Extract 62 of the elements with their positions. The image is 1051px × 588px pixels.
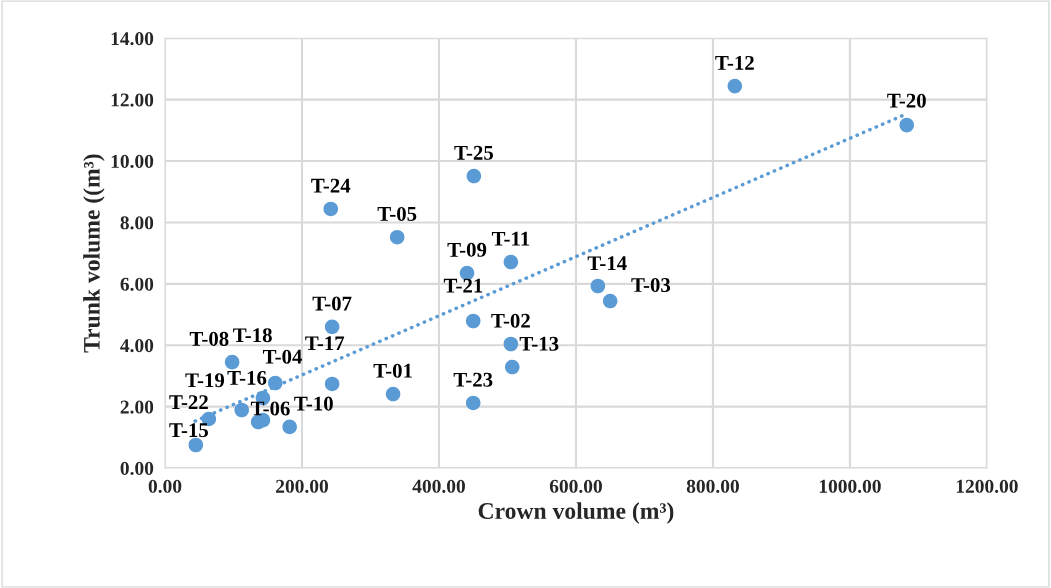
x-tick-label: 1000.00 xyxy=(819,479,881,493)
data-label: T-17 xyxy=(305,336,345,351)
data-label: T-16 xyxy=(227,370,267,385)
point xyxy=(282,419,297,435)
point xyxy=(389,229,405,245)
y-tick-label: 6.00 xyxy=(120,277,154,291)
data-label: T-06 xyxy=(250,401,290,416)
data-label: T-21 xyxy=(443,278,483,293)
point xyxy=(385,386,401,402)
data-label: T-18 xyxy=(233,328,272,343)
point xyxy=(602,293,618,309)
point xyxy=(465,313,481,329)
y-tick-label: 0.00 xyxy=(120,461,154,476)
x-tick-label: 200.00 xyxy=(276,479,328,493)
data-label: T-01 xyxy=(373,363,412,378)
y-tick-label: 2.00 xyxy=(120,400,154,414)
data-label: T-14 xyxy=(587,256,627,271)
y-tick-label: 10.00 xyxy=(111,154,154,169)
point xyxy=(503,254,519,270)
point xyxy=(324,319,340,335)
y-tick-label: 8.00 xyxy=(120,216,154,230)
x-tick-label: 0.00 xyxy=(148,479,182,493)
data-label: T-10 xyxy=(294,396,333,411)
data-label: T-19 xyxy=(185,373,225,388)
data-label: T-11 xyxy=(491,231,530,246)
data-label: T-12 xyxy=(715,55,754,70)
data-label: T-13 xyxy=(519,336,559,351)
x-tick-label: 400.00 xyxy=(412,479,465,493)
x-tick-label: 1200.00 xyxy=(956,479,1018,493)
data-label: T-20 xyxy=(887,93,926,108)
y-tick-label: 14.00 xyxy=(111,32,154,46)
point xyxy=(727,78,743,94)
point xyxy=(466,168,482,184)
data-label: T-15 xyxy=(169,423,208,438)
data-label: T-02 xyxy=(491,313,530,328)
data-label: T-25 xyxy=(454,145,494,160)
data-label: T-07 xyxy=(312,296,352,311)
data-label: T-09 xyxy=(447,242,487,257)
data-label: T-08 xyxy=(189,331,229,346)
point xyxy=(323,201,339,217)
point xyxy=(188,437,204,453)
point xyxy=(590,278,606,294)
x-tick-label: 600.00 xyxy=(549,479,602,493)
y-axis-title: Trunk volume ((m³) xyxy=(83,154,105,353)
data-label: T-22 xyxy=(169,395,208,409)
data-label: T-04 xyxy=(262,349,303,364)
point xyxy=(503,336,519,352)
data-label: T-03 xyxy=(631,278,671,293)
point xyxy=(267,375,283,391)
point xyxy=(224,354,240,370)
data-label: T-05 xyxy=(377,206,417,221)
point xyxy=(234,402,249,418)
point xyxy=(324,376,340,392)
x-tick-label: 800.00 xyxy=(686,479,739,493)
y-tick-label: 12.00 xyxy=(111,93,154,107)
data-label: T-24 xyxy=(311,178,351,193)
point xyxy=(465,395,481,411)
point xyxy=(504,359,520,375)
data-label: T-23 xyxy=(453,372,493,387)
x-axis-title: Crown volume (m³) xyxy=(478,502,674,524)
point xyxy=(899,117,915,133)
y-tick-label: 4.00 xyxy=(120,339,154,353)
